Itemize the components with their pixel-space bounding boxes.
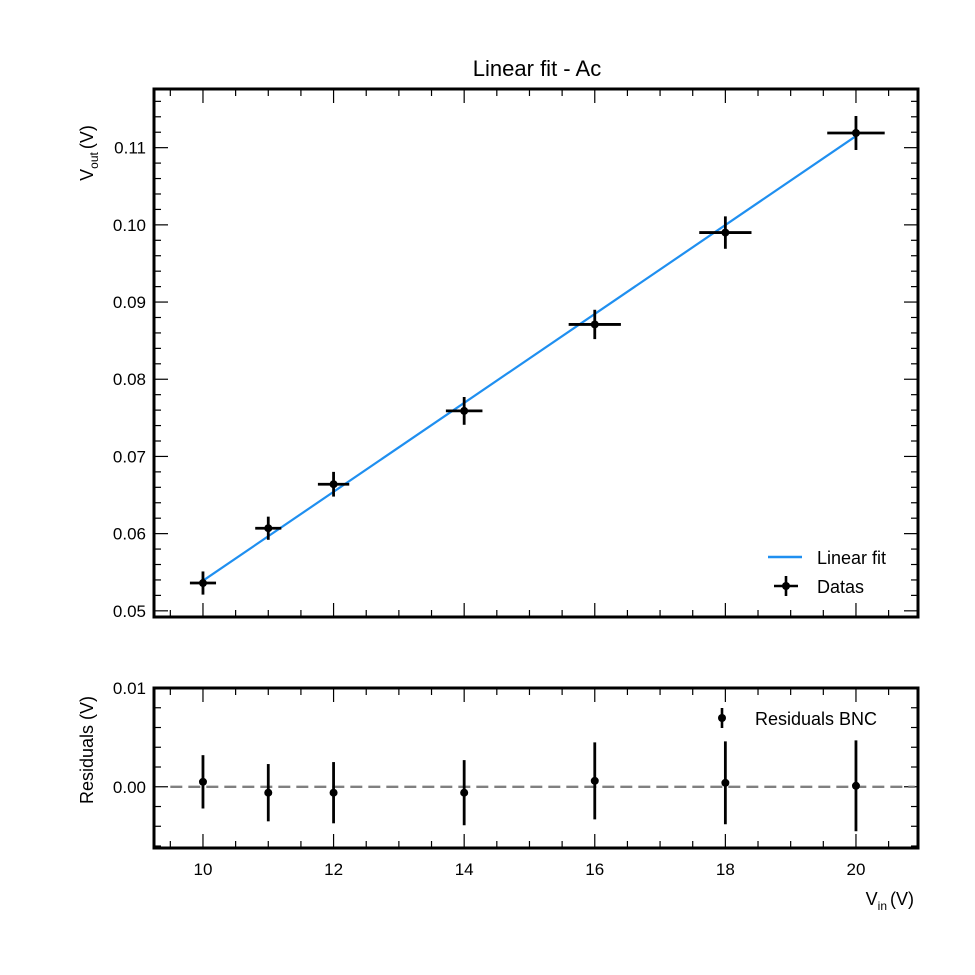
residual-point [721,778,730,787]
chart-title: Linear fit - Ac [473,56,601,81]
residual-point [264,788,273,797]
fit-panel-frame [152,87,920,619]
res-y-tick-label: 0.01 [113,679,146,698]
data-point [198,579,207,588]
legend-residuals-swatch [718,708,726,728]
residual-point [460,788,469,797]
residual-point [198,777,207,786]
fit-legend: Linear fit Datas [768,548,886,597]
residuals-panel-marks [170,740,915,832]
fit-y-tick-label: 0.07 [113,447,146,466]
x-tick-label: 12 [324,860,343,879]
residuals-legend: Residuals BNC [718,708,877,729]
y-axis-label-top: Vout(V) [77,125,101,181]
data-point [329,480,338,489]
data-point [460,406,469,415]
fit-line [202,135,857,582]
fit-y-tick-label: 0.10 [113,216,146,235]
fit-y-tick-label: 0.06 [113,525,146,544]
legend-data-swatch [774,576,798,596]
residual-point [851,781,860,790]
residual-point [590,776,599,785]
fit-y-tick-label: 0.11 [114,139,146,158]
x-axis-label: Vin (V) [866,889,914,913]
x-tick-label: 20 [847,860,866,879]
x-tick-label: 10 [194,860,213,879]
fit-y-tick-label: 0.05 [113,602,146,621]
data-point [590,320,599,329]
fit-y-tick-label: 0.08 [113,370,146,389]
x-tick-label: 18 [716,860,735,879]
data-point [721,228,730,237]
legend-data-label: Datas [817,577,864,597]
residual-point [329,788,338,797]
x-tick-label: 16 [585,860,604,879]
legend-fit-label: Linear fit [817,548,886,568]
res-y-tick-label: 0.00 [113,778,146,797]
residuals-panel: 0.00 0.01 10 12 14 16 18 20 Residuals (V) Vin (V… [77,679,920,913]
x-tick-label: 14 [455,860,474,879]
legend-residuals-label: Residuals BNC [755,709,877,729]
fit-y-tick-label: 0.09 [113,293,146,312]
fit-panel: 0.05 0.06 0.07 0.08 0.09 0.10 0.11 Vout(V) Lin… [77,87,920,621]
residuals-panel-frame [152,686,920,850]
data-point [851,129,860,137]
y-axis-label-bottom: Residuals (V) [77,696,97,804]
fit-panel-ticks: 0.05 0.06 0.07 0.08 0.09 0.10 0.11 [113,89,918,621]
fit-panel-marks [189,116,885,595]
data-point [264,524,273,533]
